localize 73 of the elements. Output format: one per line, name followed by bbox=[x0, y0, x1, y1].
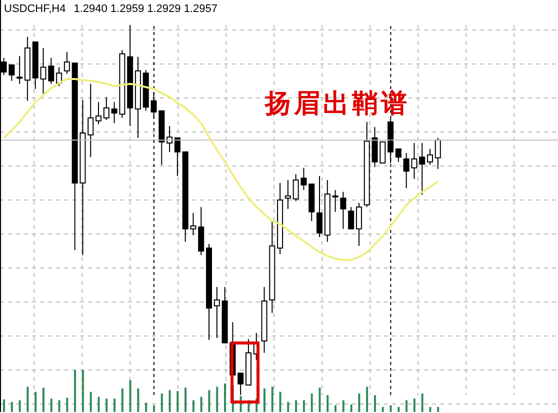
chart-subtitle: 1.2940 1.2959 1.2929 1.2957 bbox=[74, 3, 218, 15]
bar bbox=[176, 391, 179, 412]
bar bbox=[66, 398, 68, 412]
bar bbox=[18, 400, 21, 412]
bar bbox=[137, 388, 140, 412]
bar bbox=[42, 388, 44, 412]
candlestick bbox=[395, 148, 402, 162]
bar bbox=[366, 386, 368, 412]
bar bbox=[350, 404, 352, 412]
bar bbox=[302, 400, 305, 412]
chart-title: USDCHF,H4 bbox=[4, 3, 66, 15]
candlestick bbox=[284, 180, 291, 210]
candlestick bbox=[356, 202, 362, 246]
candlestick bbox=[64, 52, 70, 74]
bar bbox=[358, 394, 360, 412]
bar bbox=[145, 402, 148, 412]
bar bbox=[10, 402, 13, 412]
bar bbox=[90, 392, 92, 412]
candlestick bbox=[419, 142, 426, 196]
bar bbox=[287, 402, 290, 412]
candlestick bbox=[103, 96, 110, 121]
bar bbox=[374, 395, 376, 412]
bar bbox=[437, 406, 440, 412]
bar bbox=[295, 400, 298, 412]
bar bbox=[208, 390, 210, 412]
candlestick bbox=[427, 148, 434, 166]
bar bbox=[224, 383, 226, 412]
bar bbox=[318, 388, 321, 412]
bar bbox=[390, 405, 392, 412]
bar bbox=[3, 399, 5, 412]
bar bbox=[121, 388, 124, 412]
bar bbox=[114, 398, 116, 412]
bar bbox=[279, 392, 282, 412]
bar bbox=[106, 398, 108, 412]
bar bbox=[192, 400, 194, 412]
bar bbox=[34, 392, 37, 412]
bar bbox=[310, 394, 313, 412]
bar bbox=[74, 370, 76, 412]
bar bbox=[413, 398, 416, 412]
bar bbox=[129, 380, 132, 412]
bar bbox=[98, 396, 100, 412]
bar bbox=[58, 400, 60, 412]
bar bbox=[398, 406, 400, 412]
bar bbox=[152, 405, 155, 412]
candlestick bbox=[88, 83, 94, 158]
candlestick bbox=[332, 190, 338, 212]
bar bbox=[429, 406, 432, 412]
candlestick bbox=[238, 372, 244, 395]
bar bbox=[216, 386, 218, 412]
candlestick bbox=[214, 286, 220, 339]
candlestick bbox=[340, 191, 346, 230]
candlestick bbox=[348, 206, 354, 230]
bar bbox=[50, 398, 52, 412]
candlestick bbox=[174, 137, 180, 176]
bar bbox=[326, 395, 329, 412]
bar bbox=[421, 394, 424, 412]
candlestick bbox=[16, 56, 23, 84]
bar bbox=[342, 400, 344, 412]
bar bbox=[200, 396, 202, 412]
bar bbox=[168, 390, 171, 412]
bar bbox=[263, 388, 266, 412]
bar bbox=[82, 370, 84, 412]
bar bbox=[184, 388, 187, 412]
candlestick bbox=[434, 137, 441, 170]
bar bbox=[271, 386, 274, 412]
annotation: 扬眉出鞘谱 bbox=[265, 88, 410, 121]
bar bbox=[382, 406, 384, 412]
candlestick bbox=[316, 175, 323, 238]
bar bbox=[406, 400, 408, 412]
bar bbox=[160, 394, 163, 412]
candlestick bbox=[96, 101, 102, 125]
bar bbox=[334, 405, 336, 412]
bar bbox=[26, 386, 29, 412]
